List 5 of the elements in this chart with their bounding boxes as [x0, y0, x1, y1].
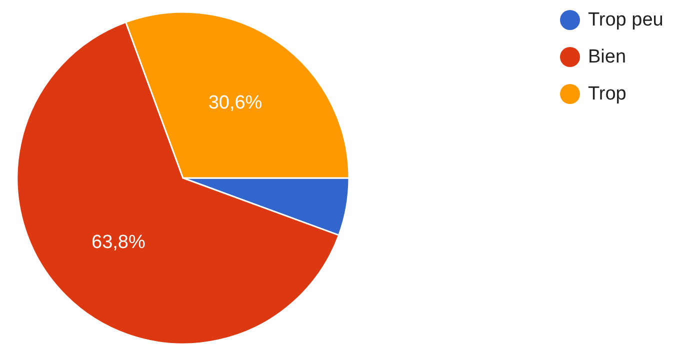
legend-label: Trop peu: [588, 10, 664, 30]
data-label: 30,6%: [208, 92, 262, 114]
legend-label: Trop: [588, 84, 626, 104]
legend-label: Bien: [588, 46, 626, 68]
data-label: 63,8%: [92, 232, 146, 254]
